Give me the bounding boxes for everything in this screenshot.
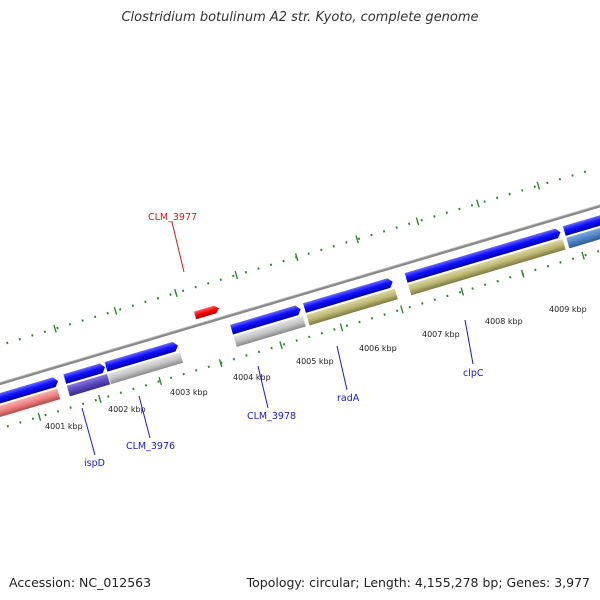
leader-ispd bbox=[81, 407, 96, 456]
gene-label-clm-3978[interactable]: CLM_3978 bbox=[247, 411, 296, 422]
tick-label: 4002 kbp bbox=[108, 405, 146, 414]
kbp-tick bbox=[520, 269, 525, 278]
tick-label: 4004 kbp bbox=[233, 373, 271, 382]
lower-tick-track bbox=[0, 238, 600, 432]
kbp-tick bbox=[158, 376, 163, 386]
gene-label-clm-3977[interactable]: CLM_3977 bbox=[148, 212, 197, 223]
gene-label-rada[interactable]: radA bbox=[337, 393, 360, 404]
kbp-tick bbox=[218, 359, 223, 368]
gene-label-clpc[interactable]: clpC bbox=[463, 368, 484, 379]
gene-clm-3977[interactable] bbox=[193, 305, 220, 320]
gene-forward[interactable] bbox=[230, 304, 302, 335]
tick-label: 4001 kbp bbox=[45, 422, 83, 431]
gene-band-steel[interactable] bbox=[566, 217, 600, 249]
kbp-tick bbox=[98, 394, 102, 403]
tick-label: 4009 kbp bbox=[549, 305, 587, 314]
minor-tick bbox=[536, 181, 541, 190]
kbp-tick-labels: 4001 kbp 4002 kbp 4003 kbp 4004 kbp 4005… bbox=[45, 305, 587, 431]
gene-forward[interactable] bbox=[303, 277, 394, 313]
tick-label: 4007 kbp bbox=[422, 330, 460, 339]
tick-label: 4003 kbp bbox=[170, 388, 208, 397]
kbp-tick bbox=[400, 305, 404, 314]
gene-band-clpc[interactable] bbox=[408, 238, 566, 296]
kbp-tick bbox=[339, 323, 344, 332]
gene-label-ispd[interactable]: ispD bbox=[84, 458, 105, 469]
tick-label: 4006 kbp bbox=[359, 344, 397, 353]
genome-title: Clostridium botulinum A2 str. Kyoto, com… bbox=[121, 10, 479, 25]
gene-forward[interactable] bbox=[104, 341, 180, 372]
gene-band-ispd[interactable] bbox=[66, 373, 111, 397]
minor-tick bbox=[174, 288, 178, 297]
gene-band-clm-3978[interactable] bbox=[233, 315, 306, 347]
minor-tick bbox=[476, 199, 480, 208]
gene-forward[interactable] bbox=[404, 227, 562, 283]
gene-band-clm-3976[interactable] bbox=[107, 352, 184, 385]
tick-label: 4008 kbp bbox=[485, 317, 523, 326]
gene-forward[interactable] bbox=[562, 206, 600, 236]
gene-band-rada[interactable] bbox=[306, 288, 398, 326]
kbp-tick bbox=[279, 341, 283, 350]
genome-summary-text: Topology: circular; Length: 4,155,278 bp… bbox=[246, 575, 590, 590]
function-band bbox=[0, 217, 600, 420]
genome-backbone bbox=[0, 200, 600, 391]
minor-tick bbox=[415, 217, 420, 226]
leader-clpc bbox=[464, 319, 474, 365]
minor-tick bbox=[53, 324, 57, 333]
minor-tick bbox=[355, 235, 359, 244]
leader-clm-3978 bbox=[257, 365, 269, 409]
leader-clm-3977 bbox=[171, 221, 185, 273]
gene-labels: CLM_3977 ispD CLM_3976 CLM_3978 radA clp… bbox=[84, 212, 484, 469]
gene-label-clm-3976[interactable]: CLM_3976 bbox=[126, 441, 175, 452]
tick-label: 4005 kbp bbox=[296, 357, 334, 366]
accession-text: Accession: NC_012563 bbox=[9, 575, 152, 590]
gene-forward[interactable] bbox=[63, 362, 106, 384]
kbp-tick bbox=[460, 287, 465, 296]
minor-tick bbox=[294, 253, 299, 262]
minor-tick bbox=[113, 306, 118, 315]
gene-label-leaders bbox=[81, 221, 474, 456]
gene-forward[interactable] bbox=[0, 376, 59, 408]
kbp-tick bbox=[581, 251, 585, 260]
upper-tick-track bbox=[0, 167, 596, 352]
minor-tick bbox=[234, 271, 239, 280]
kbp-tick bbox=[37, 412, 42, 421]
leader-clm-3976 bbox=[138, 395, 151, 439]
forward-strand-genes bbox=[0, 206, 600, 408]
leader-rada bbox=[336, 345, 348, 391]
gene-band-pink[interactable] bbox=[0, 388, 61, 420]
